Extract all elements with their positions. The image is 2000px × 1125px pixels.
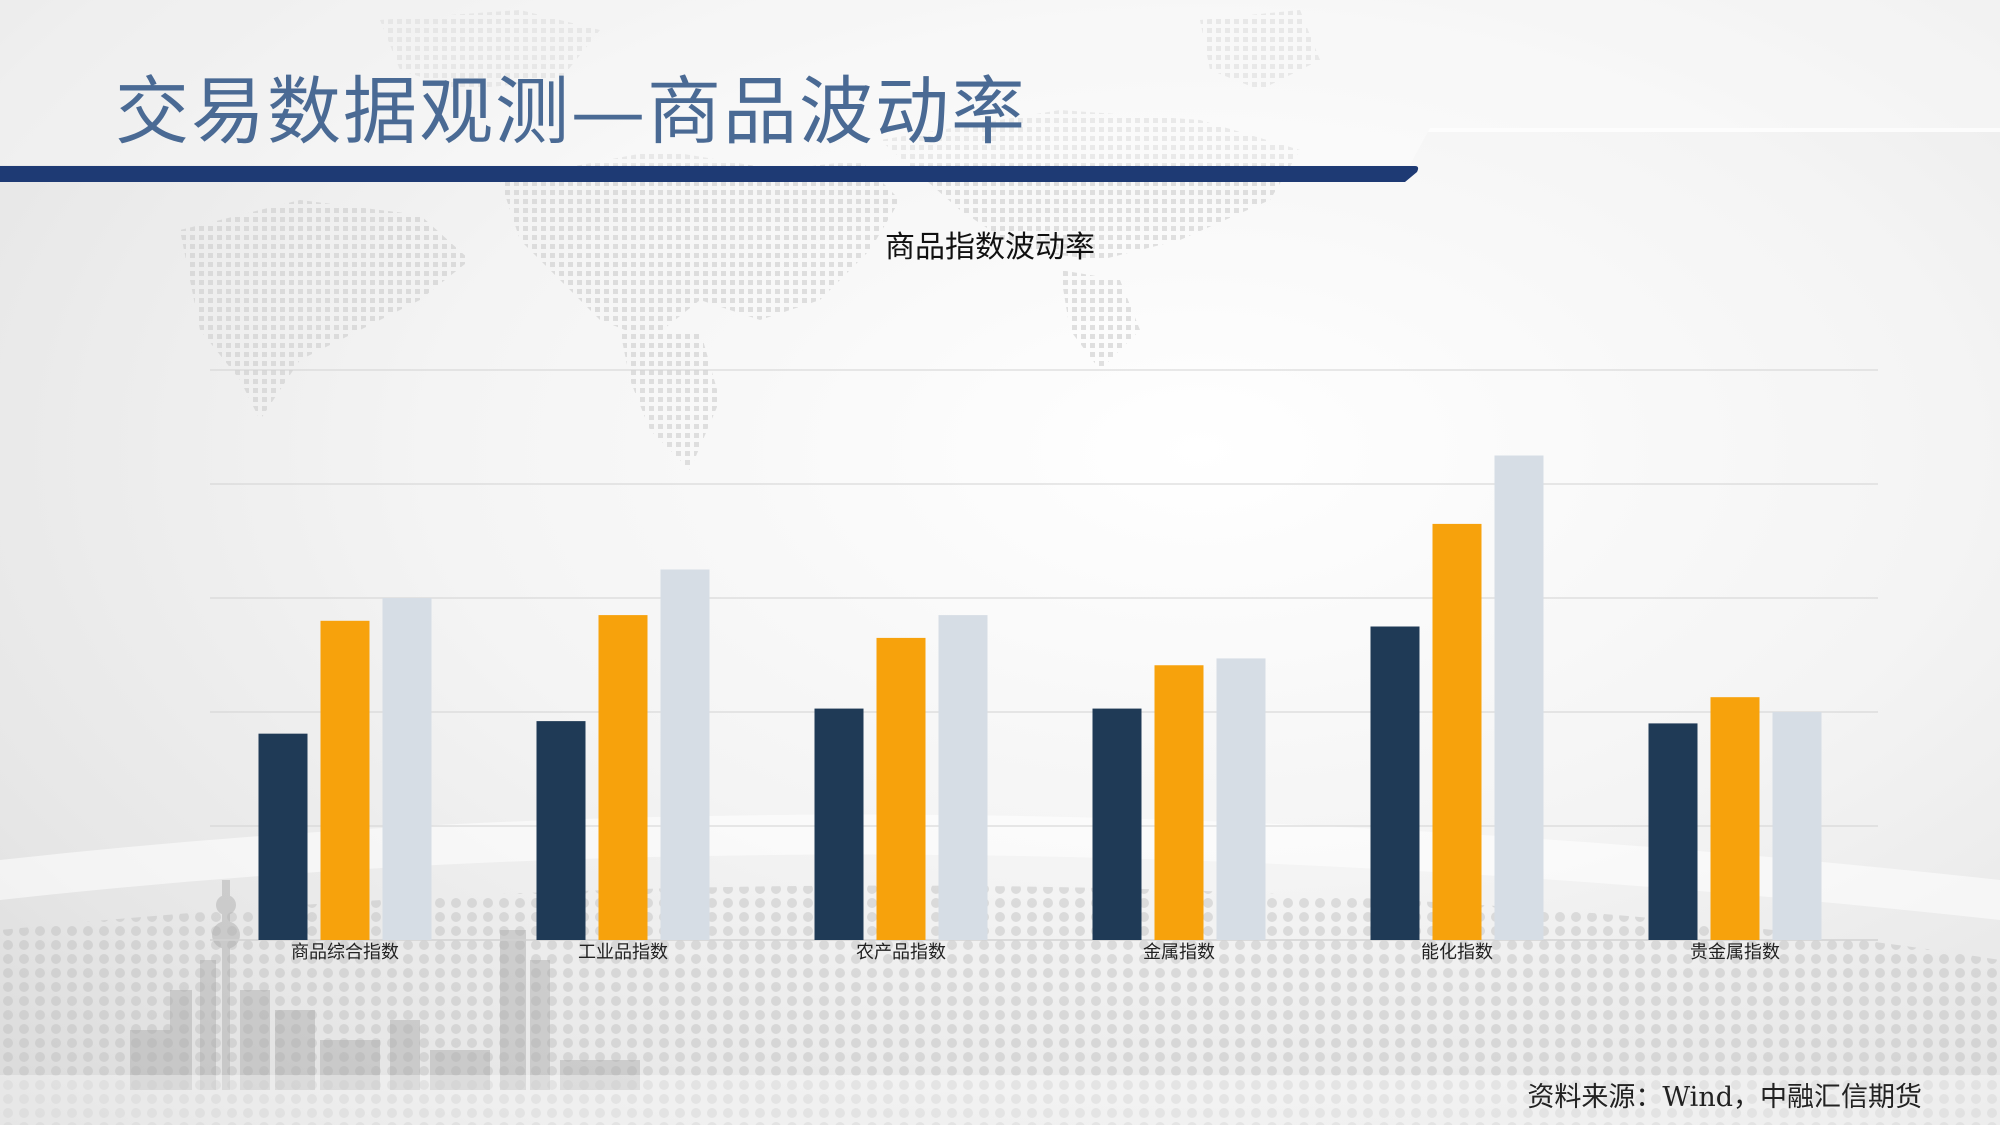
x-tick-label: 商品综合指数 (291, 942, 399, 963)
bar-series-3-4 (1216, 658, 1266, 940)
bar-series-1-1 (258, 733, 308, 940)
x-tick-label: 贵金属指数 (1690, 942, 1780, 963)
source-note: 资料来源：Wind，中融汇信期货 (1527, 1082, 1922, 1113)
bar-series-2-2 (598, 615, 648, 940)
bar-series-2-1 (320, 620, 370, 940)
x-tick-label: 农产品指数 (856, 942, 946, 963)
header-rule (0, 166, 1419, 182)
x-tick-label: 能化指数 (1421, 942, 1493, 963)
header-panel (0, 0, 2000, 165)
chart-category-labels: 商品综合指数 工业品指数 农产品指数 金属指数 能化指数 贵金属指数 (291, 942, 1780, 963)
chart-title: 商品指数波动率 (885, 230, 1095, 265)
bar-series-1-2 (536, 721, 586, 940)
chart-bars (258, 455, 1822, 940)
bar-series-1-4 (1092, 708, 1142, 940)
hex-texture (0, 885, 2000, 1125)
bar-series-1-6 (1648, 723, 1698, 940)
bar-series-3-6 (1772, 712, 1822, 940)
x-tick-label: 工业品指数 (578, 942, 668, 963)
bar-series-3-2 (660, 569, 710, 940)
bar-series-3-1 (382, 598, 432, 940)
bar-series-3-3 (938, 615, 988, 940)
bar-series-2-4 (1154, 665, 1204, 940)
bar-series-1-3 (814, 708, 864, 940)
chart-gridlines (210, 369, 1878, 941)
bar-series-3-5 (1494, 455, 1544, 940)
skyline-silhouette (130, 880, 640, 1090)
world-map-dots (180, 10, 1320, 470)
bar-series-2-3 (876, 637, 926, 940)
bar-series-2-6 (1710, 697, 1760, 940)
bar-series-1-5 (1370, 626, 1420, 940)
bar-series-2-5 (1432, 523, 1482, 940)
x-tick-label: 金属指数 (1143, 942, 1215, 963)
slide-title: 交易数据观测—商品波动率 (115, 69, 1027, 155)
